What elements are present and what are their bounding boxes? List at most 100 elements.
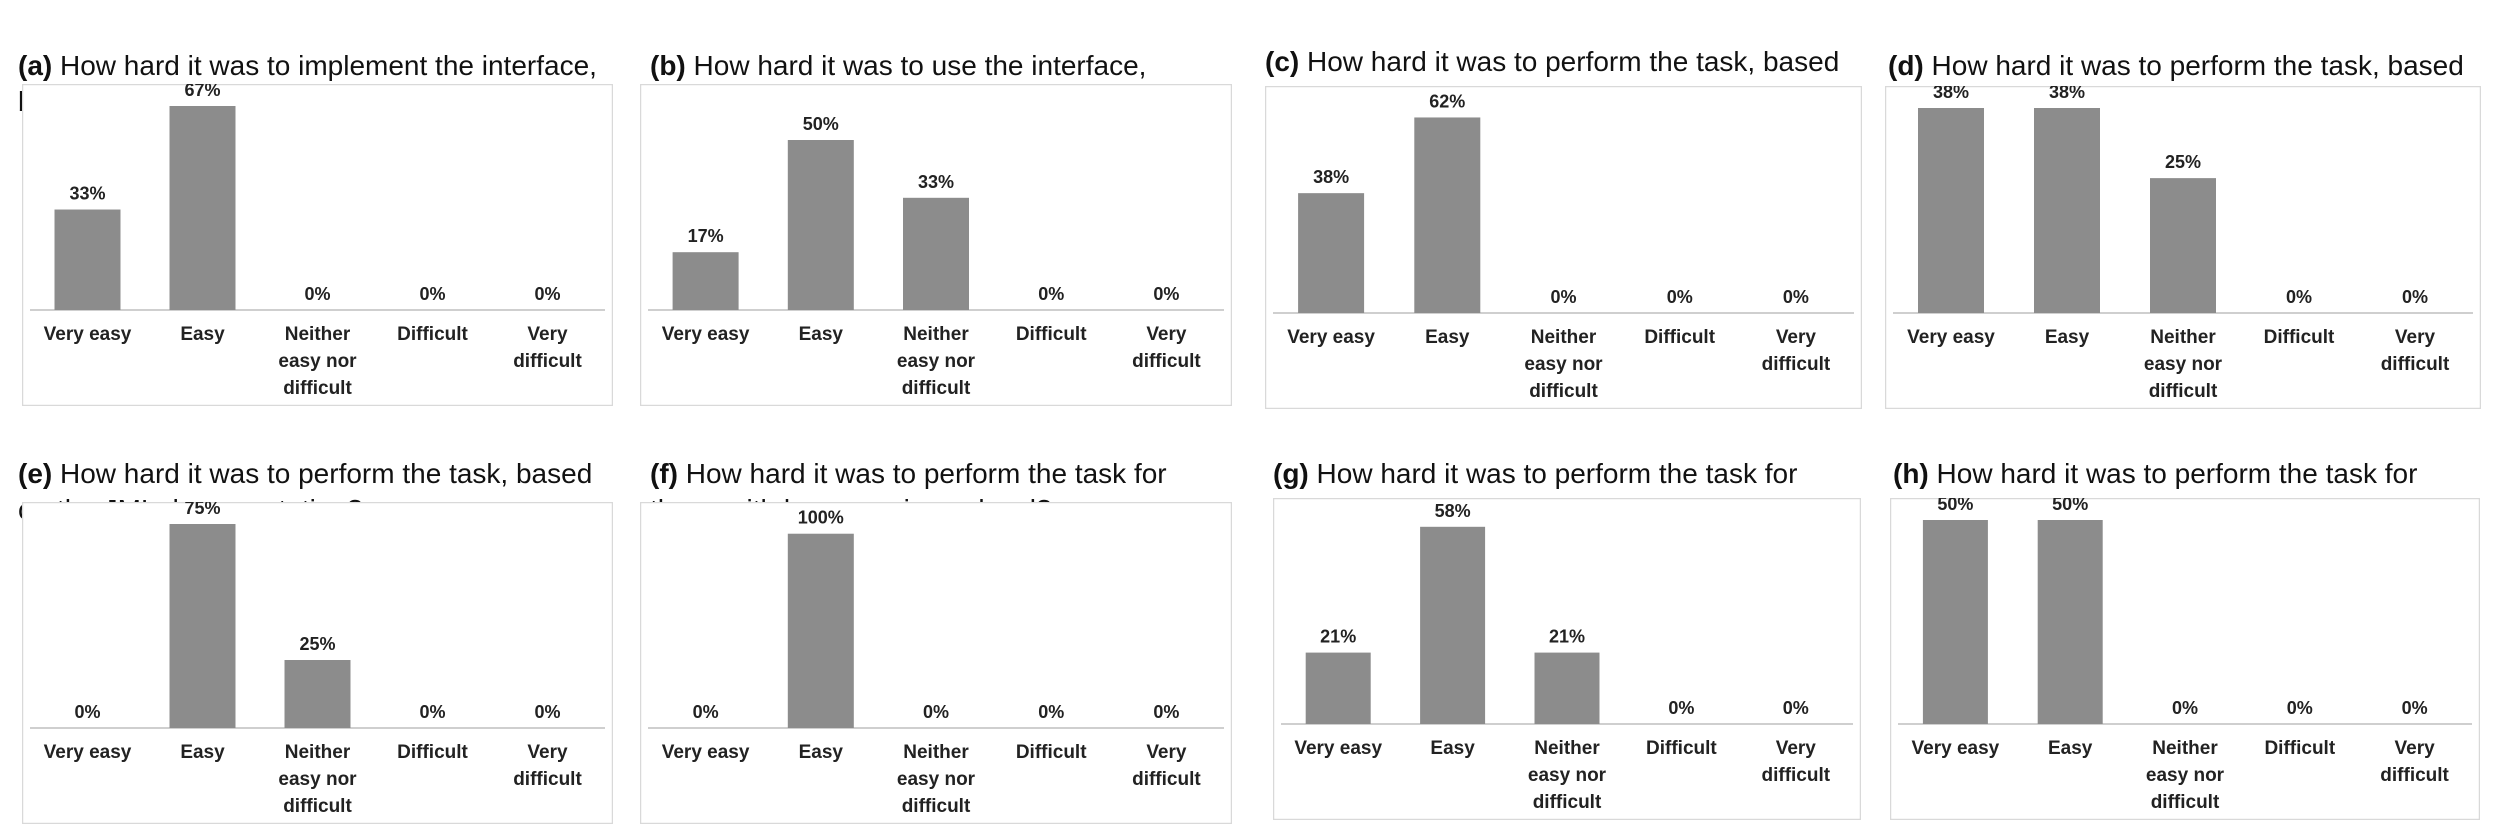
- data-label: 0%: [693, 702, 719, 722]
- tick-label: Easy: [1425, 327, 1470, 348]
- data-label: 50%: [2052, 498, 2088, 514]
- data-label: 0%: [534, 702, 560, 722]
- tick-label: Easy: [2045, 327, 2090, 348]
- tick-label: Neither easy nor difficult: [2144, 327, 2223, 402]
- data-label: 50%: [803, 114, 839, 134]
- tick-label: Neither easy nor difficult: [1528, 738, 1607, 813]
- data-label: 75%: [184, 502, 220, 518]
- data-label: 25%: [2165, 152, 2201, 172]
- panel-tag: (g): [1273, 458, 1309, 489]
- data-label: 0%: [1153, 284, 1179, 304]
- bar: [1414, 117, 1481, 313]
- tick-label: Difficult: [1646, 738, 1717, 759]
- data-label: 0%: [1153, 702, 1179, 722]
- data-label: 0%: [1783, 698, 1809, 718]
- tick-label: Easy: [180, 742, 225, 763]
- bar: [903, 197, 969, 310]
- data-label: 38%: [2049, 86, 2085, 102]
- data-label: 38%: [1313, 167, 1349, 187]
- data-label: 0%: [304, 284, 330, 304]
- tick-label: Neither easy nor difficult: [278, 742, 357, 817]
- chart-frame: [22, 84, 613, 406]
- tick-label: Very easy: [44, 324, 132, 345]
- tick-label: Easy: [1430, 738, 1475, 759]
- bar: [2150, 178, 2216, 313]
- bar: [54, 209, 121, 310]
- data-label: 0%: [1668, 698, 1694, 718]
- panel-tag: (a): [18, 50, 53, 81]
- tick-label: Very easy: [1294, 738, 1382, 759]
- bar: [2037, 520, 2103, 724]
- data-label: 0%: [534, 284, 560, 304]
- tick-label: Very difficult: [1761, 738, 1830, 786]
- data-label: 0%: [2287, 698, 2313, 718]
- tick-label: Difficult: [2264, 738, 2335, 759]
- data-label: 0%: [419, 702, 445, 722]
- data-label: 21%: [1320, 627, 1356, 647]
- tick-label: Very difficult: [2380, 738, 2449, 786]
- bar: [169, 106, 236, 310]
- tick-label: Difficult: [397, 324, 468, 345]
- bar: [672, 252, 739, 310]
- bar: [1534, 652, 1600, 724]
- bar-chart-c: 38% Very easy 62% Easy 0% Neither easy nor diff…: [1265, 86, 1862, 409]
- data-label: 0%: [1667, 287, 1693, 307]
- tick-label: Easy: [799, 742, 844, 763]
- bar: [1918, 108, 1984, 313]
- data-label: 100%: [798, 508, 844, 528]
- tick-label: Easy: [180, 324, 225, 345]
- bar-chart-h: 50% Very easy 50% Easy 0% Neither easy nor diff…: [1890, 498, 2480, 820]
- bar-chart-e: 0% Very easy 75% Easy 25% Neither easy nor diff…: [22, 502, 613, 824]
- tick-label: Neither easy nor difficult: [897, 324, 976, 399]
- bar: [1298, 193, 1365, 313]
- data-label: 0%: [2402, 698, 2428, 718]
- data-label: 0%: [1783, 287, 1809, 307]
- chart-frame: [1890, 498, 2480, 820]
- tick-label: Very easy: [1907, 327, 1995, 348]
- data-label: 38%: [1933, 86, 1969, 102]
- bar: [1922, 520, 1988, 724]
- tick-label: Neither easy nor difficult: [897, 742, 976, 817]
- data-label: 0%: [419, 284, 445, 304]
- tick-label: Difficult: [1644, 327, 1715, 348]
- bar-chart-g: 21% Very easy 58% Easy 21% Neither easy nor dif…: [1273, 498, 1861, 820]
- panel-tag: (f): [650, 458, 678, 489]
- tick-label: Very easy: [662, 742, 750, 763]
- tick-label: Difficult: [1016, 742, 1087, 763]
- panel-tag: (b): [650, 50, 686, 81]
- bar: [787, 140, 854, 310]
- bar-chart-a: 33% Very easy 67% Easy 0% Neither easy nor diff…: [22, 84, 613, 406]
- data-label: 0%: [2402, 287, 2428, 307]
- data-label: 33%: [918, 172, 954, 192]
- tick-label: Difficult: [1016, 324, 1087, 345]
- data-label: 17%: [688, 226, 724, 246]
- tick-label: Very difficult: [513, 324, 582, 372]
- bar-chart-b: 17% Very easy 50% Easy 33% Neither easy nor dif…: [640, 84, 1232, 406]
- data-label: 50%: [1937, 498, 1973, 514]
- tick-label: Neither easy nor difficult: [2146, 738, 2225, 813]
- data-label: 0%: [1038, 702, 1064, 722]
- tick-label: Very difficult: [513, 742, 582, 790]
- tick-label: Very easy: [1912, 738, 2000, 759]
- tick-label: Neither easy nor difficult: [278, 324, 357, 399]
- chart-frame: [640, 502, 1232, 824]
- data-label: 62%: [1429, 91, 1465, 111]
- data-label: 0%: [74, 702, 100, 722]
- bar: [169, 524, 236, 728]
- tick-label: Very easy: [662, 324, 750, 345]
- bar-chart-d: 38% Very easy 38% Easy 25% Neither easy nor dif…: [1885, 86, 2481, 409]
- data-label: 33%: [69, 184, 105, 204]
- data-label: 0%: [1038, 284, 1064, 304]
- data-label: 58%: [1435, 501, 1471, 521]
- tick-label: Easy: [799, 324, 844, 345]
- bar: [2034, 108, 2100, 313]
- panel-tag: (h): [1893, 458, 1929, 489]
- chart-frame: [1265, 86, 1862, 409]
- tick-label: Neither easy nor difficult: [1524, 327, 1603, 402]
- data-label: 0%: [2286, 287, 2312, 307]
- data-label: 0%: [2172, 698, 2198, 718]
- tick-label: Very easy: [1287, 327, 1375, 348]
- tick-label: Difficult: [2264, 327, 2335, 348]
- tick-label: Very difficult: [1762, 327, 1831, 375]
- panel-tag: (c): [1265, 46, 1300, 77]
